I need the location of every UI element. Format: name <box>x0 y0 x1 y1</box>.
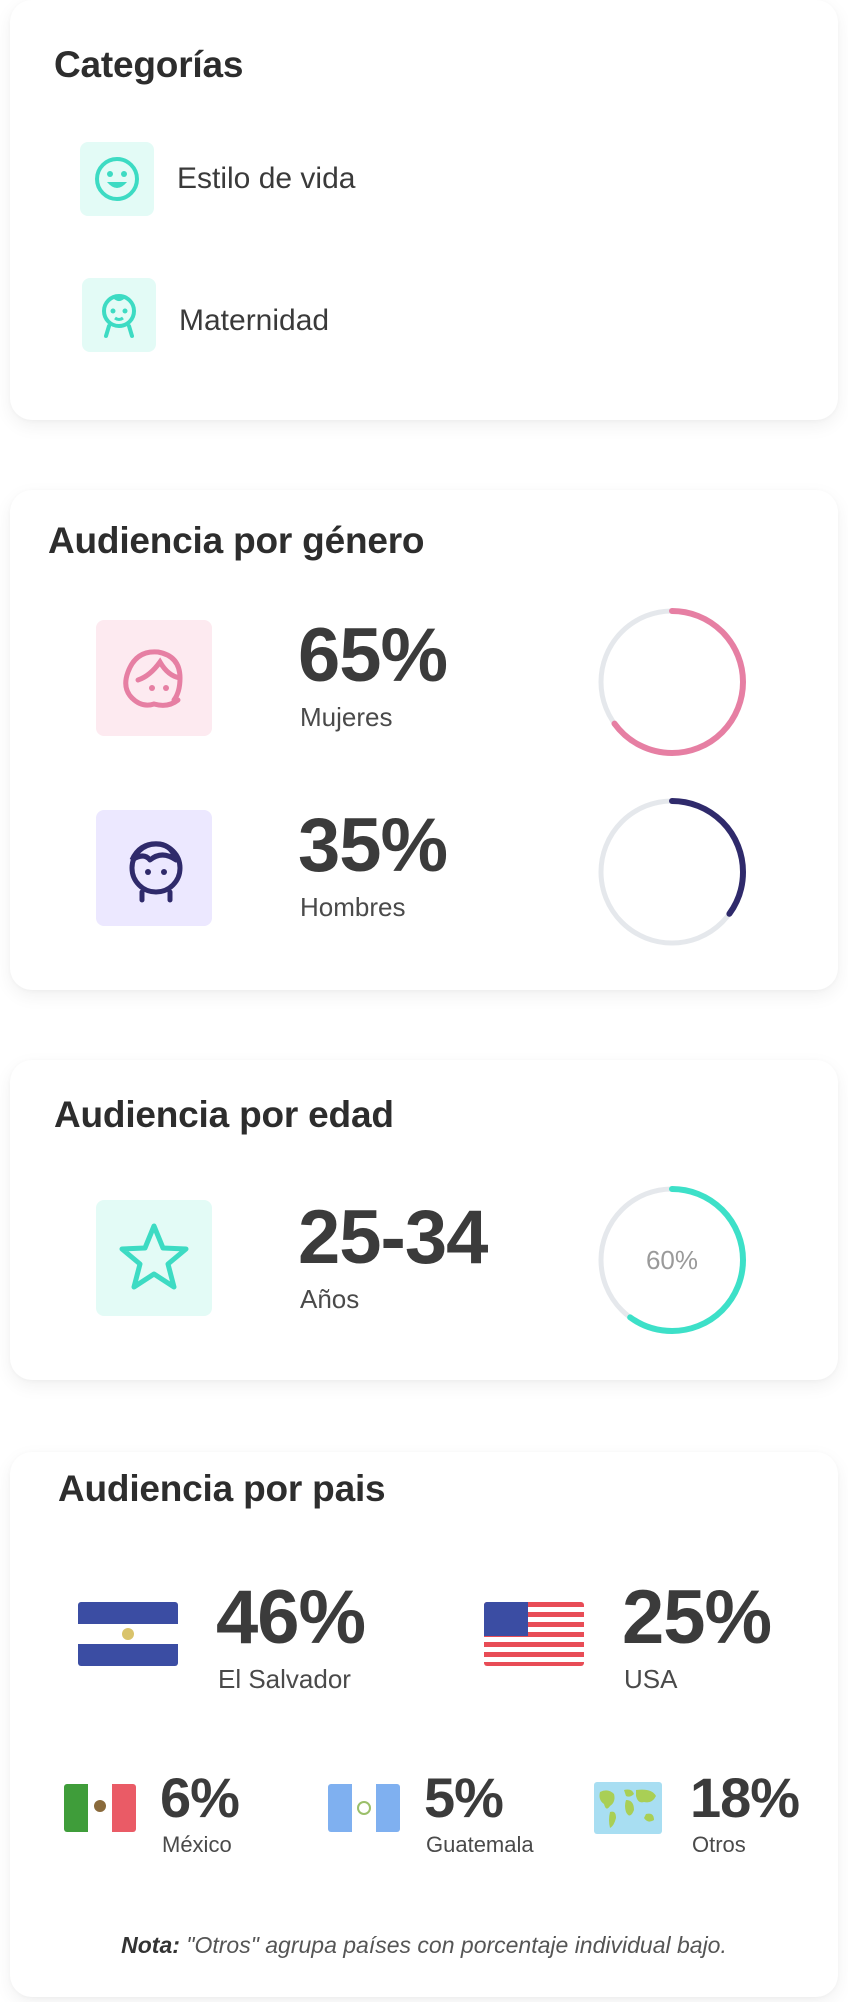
guatemala-label: Guatemala <box>426 1832 534 1857</box>
mexico-flag-icon <box>64 1784 136 1832</box>
country-title: Audiencia por pais <box>58 1468 386 1509</box>
usa-percent: 25% <box>622 1575 772 1660</box>
woman-icon <box>96 620 212 736</box>
baby-icon <box>82 278 156 352</box>
women-percent: 65% <box>298 613 448 698</box>
country-card: Audiencia por pais 46% El Salvador 25% U… <box>10 1452 838 1997</box>
usa-flag-icon <box>484 1602 584 1666</box>
category-item-maternity[interactable]: Maternidad <box>82 278 482 356</box>
note-text: "Otros" agrupa países con porcentaje ind… <box>179 1932 727 1958</box>
gender-title: Audiencia por género <box>48 520 425 561</box>
note-bold: Nota: <box>121 1932 180 1958</box>
gender-card: Audiencia por género 65% Mujeres 35% Hom… <box>10 490 838 990</box>
others-label: Otros <box>692 1832 746 1857</box>
men-label: Hombres <box>300 892 406 922</box>
men-progress-ring <box>598 798 746 946</box>
guatemala-flag-icon <box>328 1784 400 1832</box>
world-map-icon <box>594 1782 662 1834</box>
category-item-lifestyle[interactable]: Estilo de vida <box>80 142 480 220</box>
age-percent-text: 60% <box>645 1245 699 1275</box>
man-icon <box>96 810 212 926</box>
age-progress-ring <box>598 1186 746 1334</box>
usa-label: USA <box>624 1664 678 1694</box>
others-percent: 18% <box>690 1766 800 1829</box>
men-percent: 35% <box>298 803 448 888</box>
age-range: 25-34 <box>298 1195 488 1280</box>
smile-icon <box>80 142 154 216</box>
mexico-percent: 6% <box>160 1766 240 1829</box>
el-salvador-flag-icon <box>78 1602 178 1666</box>
women-progress-ring <box>598 608 746 756</box>
star-icon <box>96 1200 212 1316</box>
category-label: Estilo de vida <box>177 162 356 195</box>
country-note: Nota: "Otros" agrupa países con porcenta… <box>0 1932 848 1959</box>
age-title: Audiencia por edad <box>54 1094 394 1135</box>
el-salvador-label: El Salvador <box>218 1664 351 1694</box>
age-card: Audiencia por edad 25-34 Años 60% <box>10 1060 838 1380</box>
mexico-label: México <box>162 1832 232 1857</box>
el-salvador-percent: 46% <box>216 1575 366 1660</box>
guatemala-percent: 5% <box>424 1766 504 1829</box>
categories-card: Categorías Estilo de vida Maternidad <box>10 0 838 420</box>
categories-title: Categorías <box>54 44 244 85</box>
women-label: Mujeres <box>300 702 393 732</box>
age-label: Años <box>300 1284 360 1314</box>
category-label: Maternidad <box>179 304 330 337</box>
